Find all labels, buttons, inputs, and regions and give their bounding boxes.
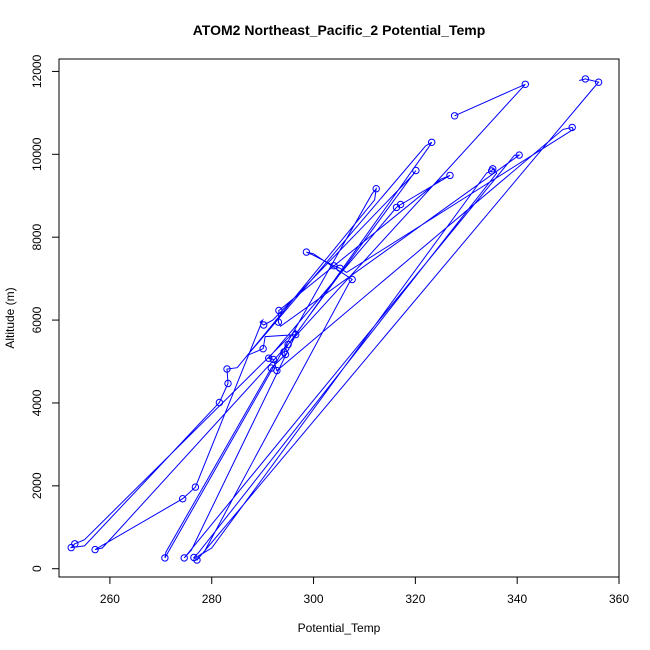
data-point [265, 354, 273, 362]
data-point [179, 495, 187, 503]
data-point [284, 340, 292, 349]
data-point [446, 171, 454, 180]
data-point [515, 151, 523, 159]
data-point [191, 483, 200, 491]
y-tick-label: 6000 [30, 306, 44, 333]
y-tick-label: 4000 [30, 389, 44, 416]
data-point [260, 321, 268, 329]
data-point [372, 185, 380, 193]
y-tick-label: 0 [30, 565, 44, 572]
data-point [180, 554, 188, 562]
data-point [193, 556, 201, 564]
plot-area [67, 75, 603, 564]
data-point [273, 366, 281, 375]
data-point [489, 165, 497, 173]
data-point [269, 355, 277, 364]
x-tick-label: 360 [609, 592, 629, 606]
x-tick-label: 300 [304, 592, 324, 606]
data-point [91, 545, 99, 554]
y-tick-label: 8000 [30, 224, 44, 251]
y-axis-label: Altitude (m) [3, 287, 17, 348]
x-axis-label: Potential_Temp [298, 621, 381, 635]
data-point [594, 78, 603, 86]
chart-title: ATOM2 Northeast_Pacific_2 Potential_Temp [193, 22, 486, 38]
data-point [396, 200, 405, 209]
data-point [330, 262, 338, 270]
data-point [259, 345, 267, 353]
x-tick-label: 260 [100, 592, 120, 606]
x-tick-label: 320 [405, 592, 425, 606]
x-axis: 260 280 300 320 340 360 [100, 576, 629, 606]
data-point [280, 348, 288, 356]
data-point [275, 306, 283, 315]
data-point [71, 540, 79, 548]
data-point [224, 379, 232, 388]
data-point [292, 330, 300, 339]
y-tick-label: 10000 [30, 137, 44, 171]
data-point [274, 318, 283, 326]
data-point [161, 554, 169, 562]
y-axis: 0 2000 4000 6000 8000 10000 12000 [30, 54, 60, 572]
x-tick-label: 340 [507, 592, 527, 606]
data-point [412, 166, 420, 175]
data-point [336, 264, 344, 272]
data-point [348, 275, 356, 284]
x-tick-label: 280 [202, 592, 222, 606]
data-point [521, 80, 529, 89]
data-point [581, 75, 590, 83]
data-point [428, 138, 436, 147]
series-line [69, 78, 600, 561]
data-point [568, 123, 576, 132]
data-point [302, 248, 311, 256]
data-point [450, 112, 459, 120]
y-tick-label: 2000 [30, 472, 44, 499]
data-point [223, 365, 231, 373]
data-point [215, 398, 224, 407]
y-tick-label: 12000 [30, 54, 44, 88]
